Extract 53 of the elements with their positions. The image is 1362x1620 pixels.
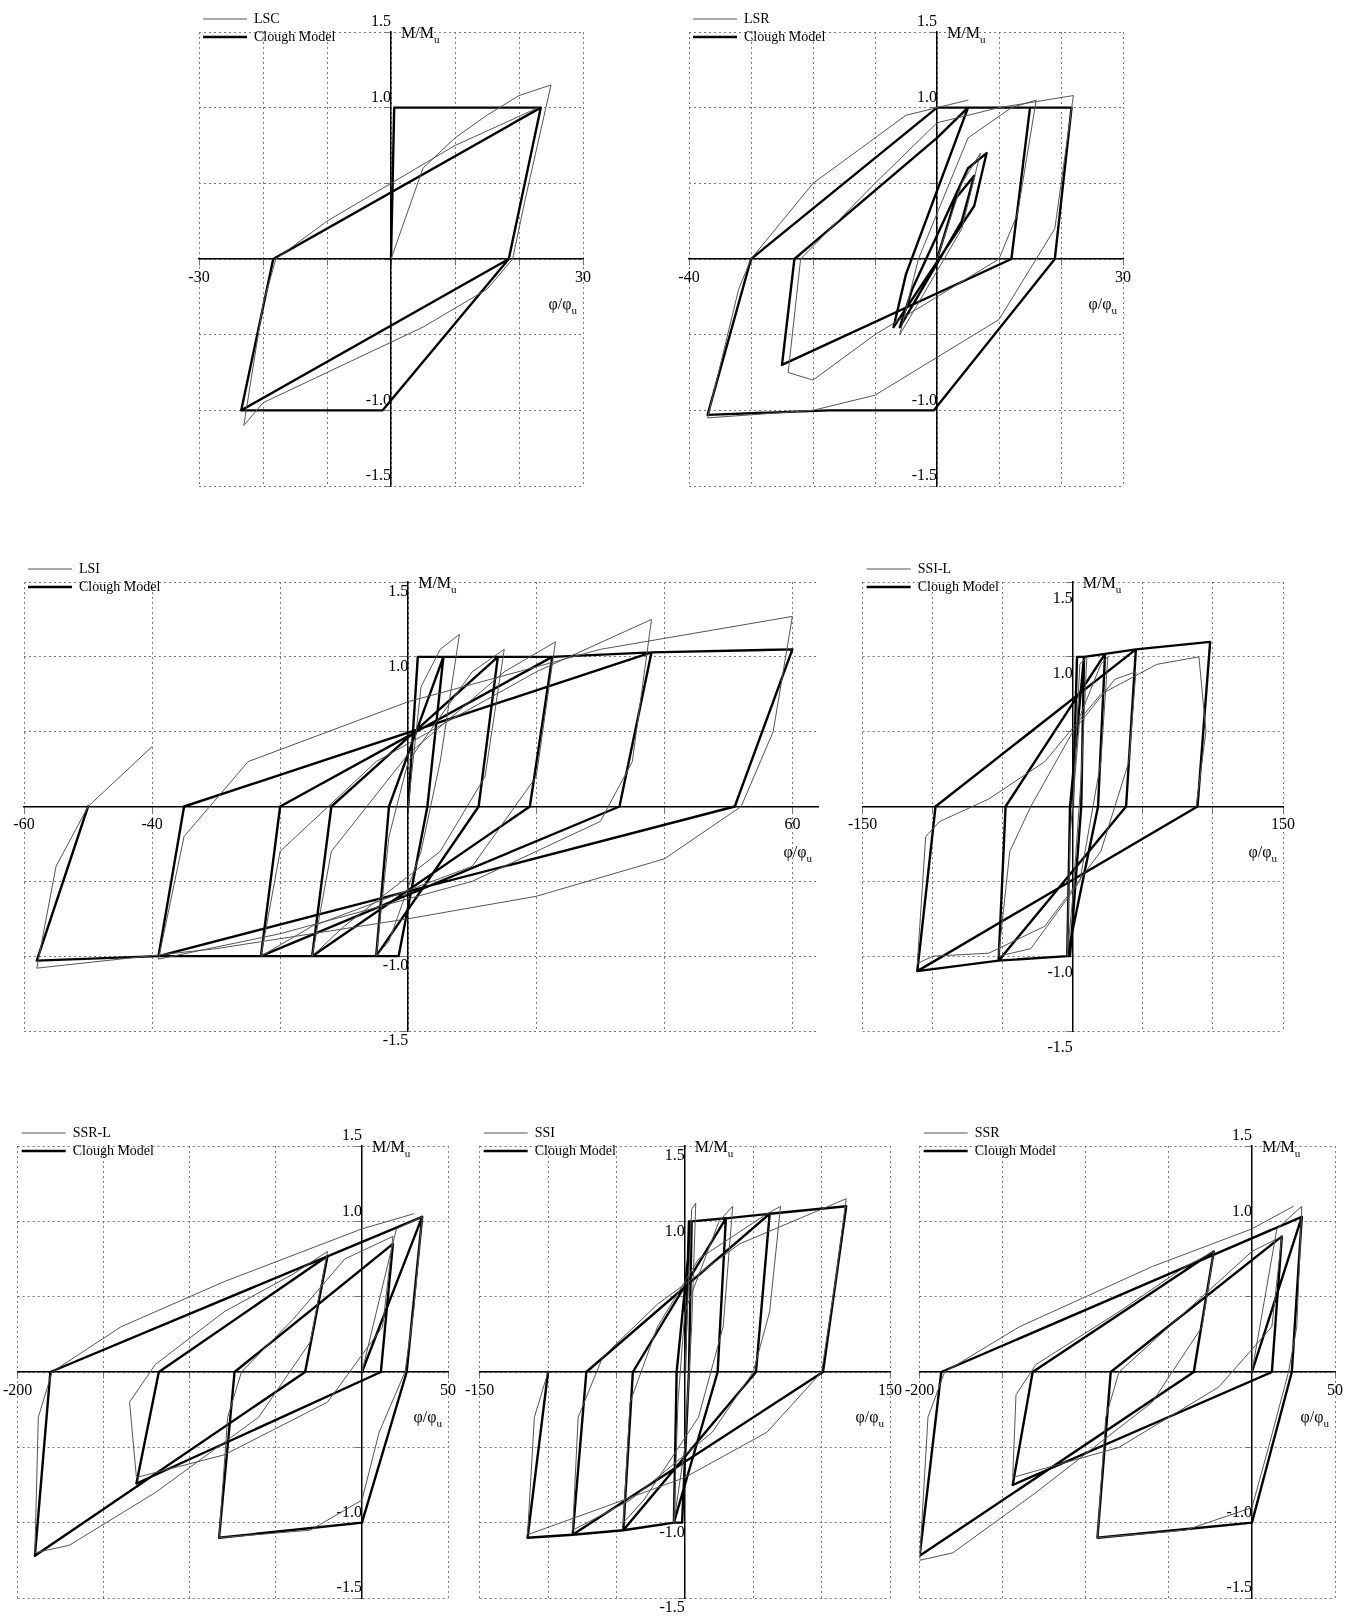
- legend-label: Clough Model: [254, 28, 336, 44]
- legend-label: LSC: [254, 10, 280, 26]
- x-tick-label: -30: [188, 267, 210, 285]
- x-tick-label: 30: [575, 267, 591, 285]
- y-tick-label: 1.0: [664, 1221, 685, 1239]
- y-tick-label: 1.0: [917, 87, 937, 105]
- legend-label: Clough Model: [974, 1142, 1057, 1158]
- x-tick-label: 60: [784, 815, 801, 833]
- legend-label: SSI: [534, 1124, 556, 1140]
- x-tick-label: -200: [3, 1380, 33, 1398]
- x-tick-label: 50: [1327, 1380, 1343, 1398]
- x-tick-label: 50: [440, 1380, 456, 1398]
- y-tick-label: -1.5: [336, 1578, 362, 1596]
- y-tick-label: 1.0: [1231, 1201, 1252, 1219]
- legend-label: SSI-L: [917, 560, 952, 576]
- y-tick-label: 1.5: [917, 12, 937, 30]
- legend-label: Clough Model: [79, 578, 161, 594]
- x-tick-label: 150: [878, 1380, 902, 1398]
- y-tick-label: 1.0: [341, 1201, 362, 1219]
- y-tick-label: -1.5: [911, 466, 937, 484]
- x-tick-label: -40: [678, 267, 700, 285]
- legend-label: LSR: [744, 10, 771, 26]
- y-tick-label: 1.5: [371, 12, 391, 30]
- x-tick-label: -150: [465, 1380, 495, 1398]
- x-tick-label: -40: [141, 815, 163, 833]
- x-tick-label: -200: [905, 1380, 935, 1398]
- legend-label: Clough Model: [72, 1142, 155, 1158]
- y-tick-label: 1.5: [341, 1126, 362, 1144]
- y-tick-label: -1.5: [1226, 1578, 1252, 1596]
- y-tick-label: 1.0: [1052, 664, 1073, 682]
- legend-label: SSR: [974, 1124, 1001, 1140]
- x-tick-label: 150: [1271, 815, 1295, 833]
- y-tick-label: -1.0: [911, 390, 937, 408]
- y-tick-label: -1.0: [336, 1502, 362, 1520]
- y-tick-label: -1.0: [659, 1522, 685, 1540]
- y-tick-label: 1.5: [388, 582, 409, 600]
- legend-label: Clough Model: [917, 578, 1000, 594]
- y-tick-label: 1.0: [371, 87, 391, 105]
- legend-label: Clough Model: [744, 28, 826, 44]
- legend-label: SSR-L: [72, 1124, 111, 1140]
- y-tick-label: -1.5: [1047, 1038, 1073, 1056]
- y-tick-label: 1.5: [664, 1146, 685, 1164]
- y-tick-label: -1.5: [659, 1598, 685, 1616]
- x-tick-label: -150: [848, 815, 878, 833]
- y-tick-label: 1.5: [1231, 1126, 1252, 1144]
- y-tick-label: -1.5: [365, 466, 391, 484]
- y-tick-label: 1.5: [1052, 589, 1073, 607]
- y-tick-label: -1.0: [1047, 963, 1073, 981]
- x-tick-label: 30: [1115, 267, 1131, 285]
- x-tick-label: -60: [13, 815, 35, 833]
- legend-label: LSI: [79, 560, 101, 576]
- legend-label: Clough Model: [534, 1142, 617, 1158]
- y-tick-label: -1.5: [382, 1031, 409, 1049]
